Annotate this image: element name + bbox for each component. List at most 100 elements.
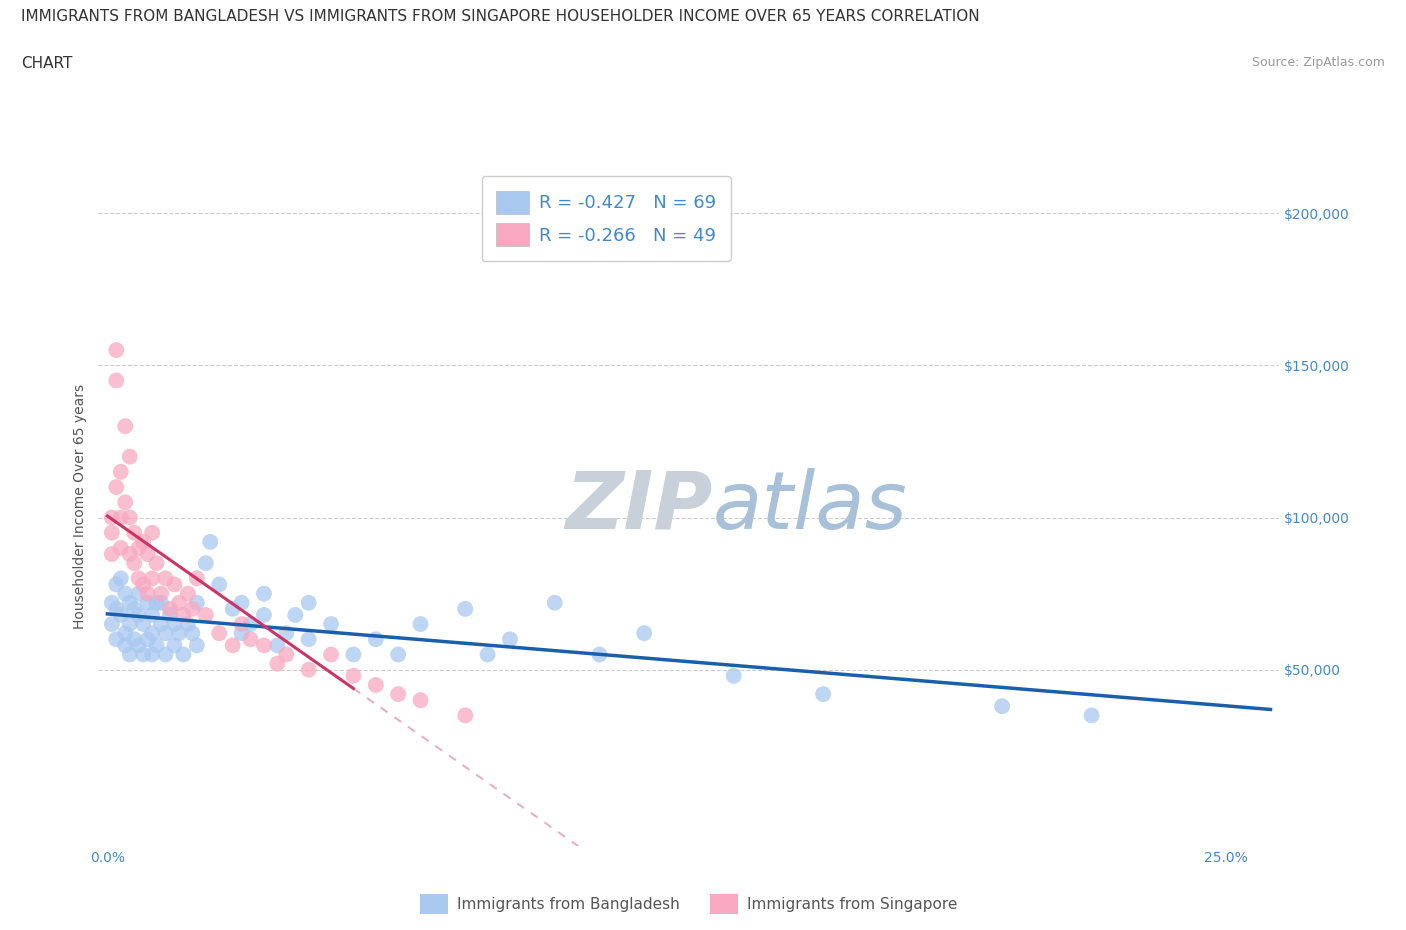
Point [633, 626, 655, 641]
Point [136, 586, 159, 601]
Point [387, 686, 409, 701]
Point [118, 595, 141, 610]
Point [118, 510, 141, 525]
Point [122, 525, 145, 540]
Point [101, 525, 124, 540]
Point [150, 617, 173, 631]
Text: atlas: atlas [713, 468, 907, 546]
Point [298, 662, 321, 677]
Point [128, 571, 150, 586]
Point [141, 647, 163, 662]
Point [266, 657, 288, 671]
Point [319, 617, 342, 631]
Point [231, 617, 253, 631]
Point [181, 602, 204, 617]
Point [145, 556, 167, 571]
Point [454, 708, 477, 723]
Point [409, 617, 432, 631]
Point [253, 607, 276, 622]
Point [266, 638, 288, 653]
Point [194, 607, 217, 622]
Point [132, 535, 155, 550]
Point [110, 571, 132, 586]
Text: IMMIGRANTS FROM BANGLADESH VS IMMIGRANTS FROM SINGAPORE HOUSEHOLDER INCOME OVER : IMMIGRANTS FROM BANGLADESH VS IMMIGRANTS… [21, 9, 980, 24]
Point [101, 617, 124, 631]
Point [167, 626, 190, 641]
Point [159, 607, 181, 622]
Point [177, 586, 200, 601]
Point [118, 617, 141, 631]
Point [132, 577, 155, 591]
Point [231, 595, 253, 610]
Point [155, 647, 177, 662]
Point [114, 586, 136, 601]
Point [342, 669, 364, 684]
Point [239, 617, 262, 631]
Point [105, 602, 128, 617]
Point [136, 631, 159, 646]
Point [284, 607, 307, 622]
Point [114, 495, 136, 510]
Point [409, 693, 432, 708]
Point [141, 626, 163, 641]
Text: ZIP: ZIP [565, 468, 713, 546]
Point [128, 607, 150, 622]
Point [114, 418, 136, 433]
Point [387, 647, 409, 662]
Point [186, 571, 208, 586]
Point [105, 577, 128, 591]
Point [136, 595, 159, 610]
Point [319, 647, 342, 662]
Legend: Immigrants from Bangladesh, Immigrants from Singapore: Immigrants from Bangladesh, Immigrants f… [415, 888, 963, 920]
Point [499, 631, 522, 646]
Point [253, 586, 276, 601]
Point [118, 449, 141, 464]
Point [208, 577, 231, 591]
Point [145, 638, 167, 653]
Point [105, 373, 128, 388]
Point [155, 571, 177, 586]
Point [181, 626, 204, 641]
Point [544, 595, 567, 610]
Point [141, 571, 163, 586]
Point [128, 586, 150, 601]
Point [221, 602, 243, 617]
Point [150, 595, 173, 610]
Point [163, 617, 186, 631]
Point [221, 638, 243, 653]
Point [276, 647, 298, 662]
Point [110, 510, 132, 525]
Point [172, 607, 194, 622]
Point [208, 626, 231, 641]
Point [239, 631, 262, 646]
Point [101, 547, 124, 562]
Point [186, 595, 208, 610]
Point [588, 647, 610, 662]
Point [454, 602, 477, 617]
Point [122, 631, 145, 646]
Point [101, 595, 124, 610]
Point [114, 638, 136, 653]
Point [167, 595, 190, 610]
Point [1080, 708, 1102, 723]
Point [276, 626, 298, 641]
Point [298, 595, 321, 610]
Point [364, 678, 387, 693]
Point [811, 686, 834, 701]
Point [128, 638, 150, 653]
Point [253, 638, 276, 653]
Point [163, 577, 186, 591]
Point [118, 547, 141, 562]
Point [141, 525, 163, 540]
Point [186, 638, 208, 653]
Point [118, 647, 141, 662]
Point [145, 595, 167, 610]
Point [194, 556, 217, 571]
Point [110, 464, 132, 479]
Point [132, 617, 155, 631]
Point [231, 626, 253, 641]
Point [364, 631, 387, 646]
Point [477, 647, 499, 662]
Point [159, 602, 181, 617]
Point [177, 617, 200, 631]
